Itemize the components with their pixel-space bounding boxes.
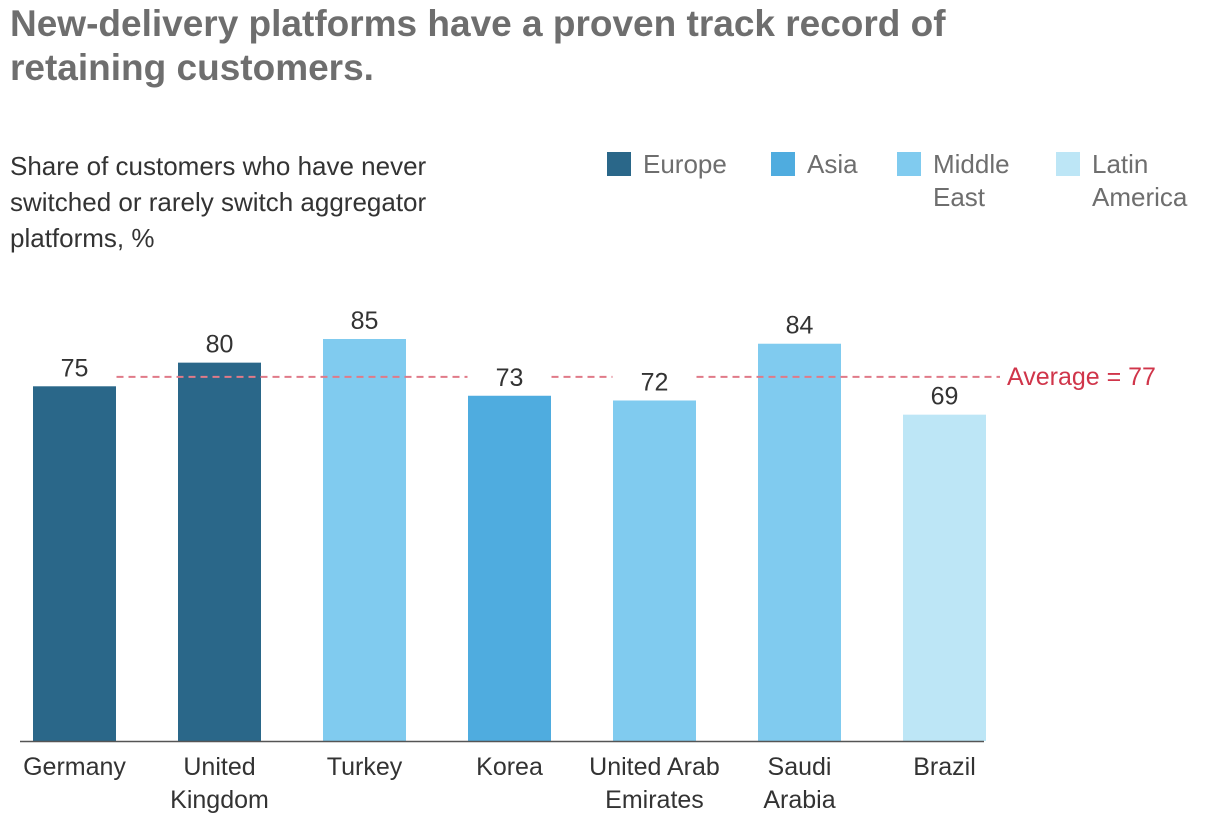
bar-germany xyxy=(33,386,116,741)
chart-subtitle: Share of customers who have never switch… xyxy=(10,151,427,253)
x-tick-label-turkey: Turkey xyxy=(327,753,403,781)
chart-title: New-delivery platforms have a proven tra… xyxy=(10,3,946,88)
legend-swatch-asia xyxy=(771,152,795,176)
legend-swatch-europe xyxy=(607,152,631,176)
average-label: Average = 77 xyxy=(1007,363,1156,391)
data-label-united-arab-emirates: 72 xyxy=(641,368,669,396)
bar-saudi-arabia xyxy=(758,343,841,741)
x-tick-label-united-kingdom: United Kingdom xyxy=(170,753,269,814)
x-tick-label-brazil: Brazil xyxy=(913,753,976,781)
legend-swatch-middle-east xyxy=(897,152,921,176)
x-tick-label-saudi-arabia: Saudi Arabia xyxy=(763,753,835,814)
data-label-united-kingdom: 80 xyxy=(206,331,234,359)
bar-united-kingdom xyxy=(178,362,261,741)
legend-label-asia: Asia xyxy=(807,149,858,179)
legend-swatch-latin-america xyxy=(1056,152,1080,176)
data-label-turkey: 85 xyxy=(351,307,379,335)
legend-label-europe: Europe xyxy=(643,149,727,179)
data-label-saudi-arabia: 84 xyxy=(786,312,814,340)
bar-united-arab-emirates xyxy=(613,400,696,741)
data-label-brazil: 69 xyxy=(931,383,959,411)
data-label-korea: 73 xyxy=(496,364,524,392)
bar-turkey xyxy=(323,339,406,741)
data-label-germany: 75 xyxy=(61,354,89,382)
legend-label-middle-east: Middle East xyxy=(933,149,1010,212)
legend-label-latin-america: Latin America xyxy=(1092,149,1188,212)
bar-brazil xyxy=(903,414,986,741)
x-tick-label-korea: Korea xyxy=(476,753,543,781)
x-tick-label-united-arab-emirates: United Arab Emirates xyxy=(589,753,720,814)
x-tick-label-germany: Germany xyxy=(23,753,126,781)
bar-korea xyxy=(468,395,551,741)
